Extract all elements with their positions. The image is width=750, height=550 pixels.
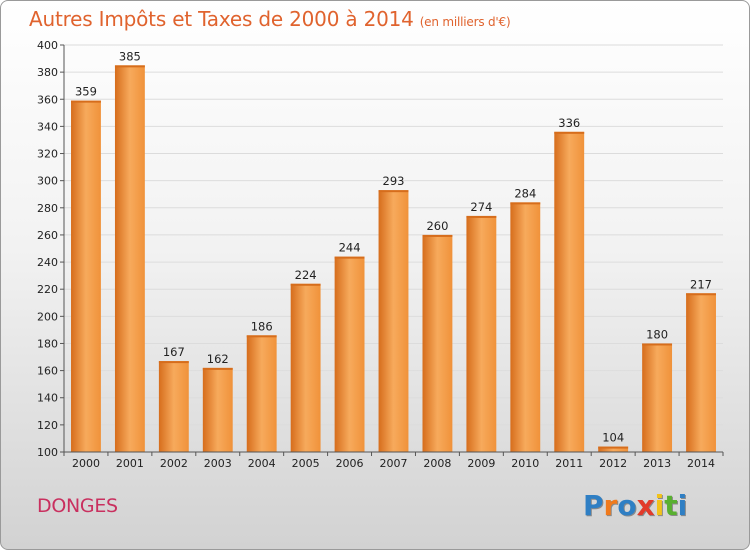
- value-label: 260: [426, 219, 448, 233]
- value-label: 104: [602, 431, 624, 445]
- x-tick-label: 2001: [116, 457, 144, 470]
- bar-top: [554, 131, 585, 134]
- value-label: 293: [383, 174, 405, 188]
- value-label: 336: [558, 116, 580, 130]
- logo-letter: P: [583, 489, 604, 522]
- y-tick-label: 360: [37, 93, 58, 106]
- bar: [378, 190, 409, 452]
- bars: 359 385 167 162 186 224 244 293 260 274 284 336 104 1…: [71, 49, 716, 452]
- logo-letter: t: [664, 489, 678, 522]
- y-tick-label: 380: [37, 66, 58, 79]
- bar-top: [202, 367, 233, 370]
- bar: [422, 234, 453, 452]
- x-tick-label: 2014: [687, 457, 715, 470]
- value-label: 385: [119, 49, 141, 63]
- bar-top: [114, 65, 145, 68]
- bar-top: [334, 256, 365, 259]
- y-tick-label: 140: [37, 392, 58, 405]
- y-tick-label: 200: [37, 310, 58, 323]
- logo-letter: r: [603, 489, 618, 522]
- x-axis: 2000 2001 2002 2003 2004 2005 2006 2007 2008 2009…: [63, 451, 724, 470]
- bar-top: [642, 343, 673, 346]
- value-label: 244: [339, 241, 361, 255]
- value-label: 162: [207, 352, 229, 366]
- bar: [642, 343, 673, 452]
- y-tick-label: 340: [37, 120, 58, 133]
- y-tick-label: 240: [37, 256, 58, 269]
- value-label: 224: [295, 268, 317, 282]
- y-axis: 100 120 140 160 180 200 220 240 260 280 300 320 340 3…: [37, 39, 65, 459]
- y-tick-label: 220: [37, 283, 58, 296]
- bar: [334, 256, 365, 452]
- x-tick-label: 2010: [511, 457, 539, 470]
- chart-subtitle: (en milliers d'€): [419, 15, 511, 29]
- bar-top: [71, 100, 101, 103]
- bar-top: [422, 234, 453, 237]
- bar: [290, 283, 321, 452]
- bar: [510, 202, 541, 452]
- bar-top: [158, 361, 189, 364]
- proxiti-logo: Proxiti: [583, 489, 687, 522]
- bar: [158, 361, 189, 452]
- chart-title-text: Autres Impôts et Taxes de 2000 à 2014: [29, 7, 414, 31]
- bar: [554, 131, 585, 452]
- value-label: 217: [690, 277, 712, 291]
- bar-top: [246, 335, 277, 338]
- x-tick-label: 2011: [555, 457, 583, 470]
- x-tick-label: 2007: [380, 457, 408, 470]
- y-tick-label: 120: [37, 419, 58, 432]
- bar: [71, 100, 101, 452]
- x-tick-label: 2005: [292, 457, 320, 470]
- value-label: 274: [470, 200, 492, 214]
- bar-top: [686, 293, 716, 296]
- x-tick-label: 2003: [204, 457, 232, 470]
- y-tick-label: 100: [37, 446, 58, 459]
- x-tick-label: 2012: [599, 457, 627, 470]
- logo-letter: i: [677, 489, 688, 522]
- logo-letter: i: [654, 489, 665, 522]
- logo-letter: o: [617, 489, 637, 522]
- y-tick-label: 320: [37, 148, 58, 161]
- x-tick-label: 2002: [160, 457, 188, 470]
- bar: [246, 335, 277, 452]
- x-tick-label: 2000: [72, 457, 100, 470]
- chart-title: Autres Impôts et Taxes de 2000 à 2014 (en…: [29, 7, 511, 31]
- y-tick-label: 260: [37, 229, 58, 242]
- value-label: 167: [163, 345, 185, 359]
- x-tick-label: 2004: [248, 457, 276, 470]
- bar-top: [290, 283, 321, 286]
- bar: [466, 215, 497, 452]
- x-tick-label: 2013: [643, 457, 671, 470]
- place-name: DONGES: [37, 495, 118, 517]
- x-tick-label: 2008: [423, 457, 451, 470]
- bar-top: [598, 446, 629, 449]
- value-label: 359: [75, 85, 97, 99]
- bar-top: [466, 215, 497, 218]
- bar-top: [510, 202, 541, 205]
- y-tick-label: 160: [37, 365, 58, 378]
- logo-letter: x: [636, 489, 655, 522]
- y-tick-label: 280: [37, 202, 58, 215]
- bar-top: [378, 190, 409, 193]
- x-tick-label: 2006: [336, 457, 364, 470]
- value-label: 186: [251, 319, 273, 333]
- bar: [598, 446, 629, 452]
- value-label: 180: [646, 327, 668, 341]
- y-tick-label: 400: [37, 39, 58, 52]
- x-tick-label: 2009: [467, 457, 495, 470]
- bar: [202, 367, 233, 452]
- bar: [114, 65, 145, 452]
- y-tick-label: 300: [37, 175, 58, 188]
- bar: [686, 293, 716, 452]
- y-tick-label: 180: [37, 337, 58, 350]
- value-label: 284: [514, 186, 536, 200]
